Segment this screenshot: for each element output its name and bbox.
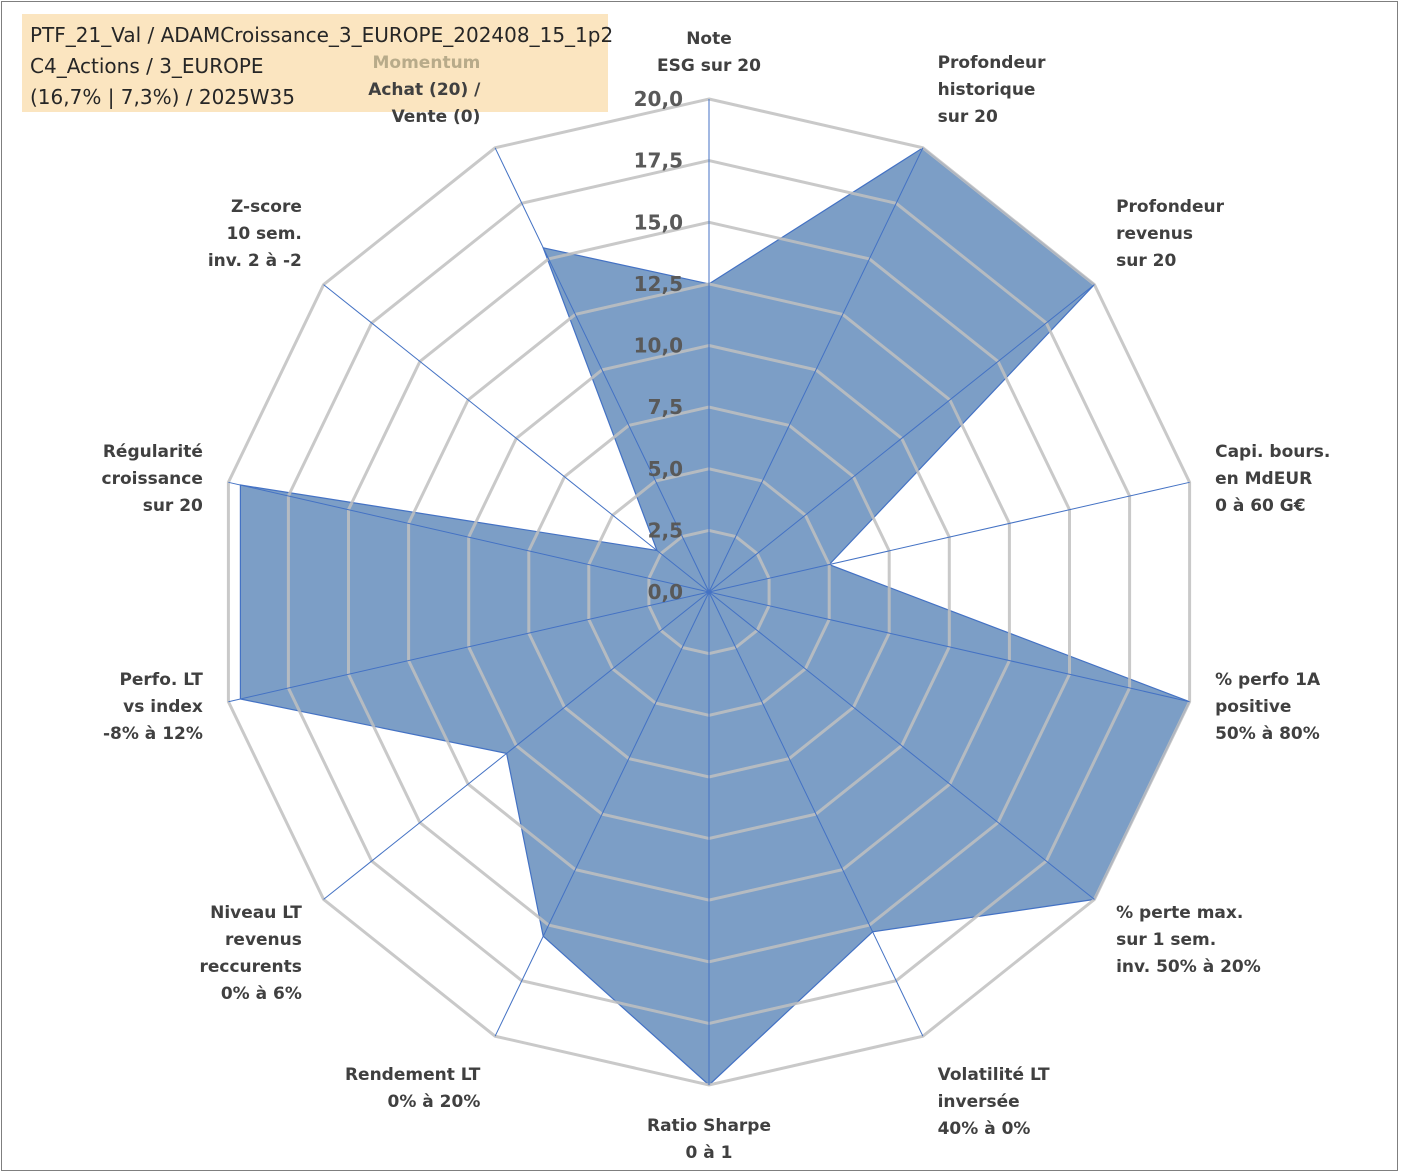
axis-label: Volatilité LT inversée 40% à 0% <box>938 1065 1050 1139</box>
axis-spoke <box>708 284 1095 593</box>
axis-label: Profondeur historique sur 20 <box>938 53 1047 127</box>
axis-spoke <box>708 591 1095 900</box>
axis-label: Niveau LT revenus reccurents 0% à 6% <box>199 903 302 1004</box>
axis-label: Capi. bours. en MdEUR 0 à 60 G€ <box>1215 442 1330 516</box>
axis-spoke <box>228 481 710 593</box>
axis-spoke <box>494 591 710 1037</box>
axis-label: Momentum Achat (20) / Vente (0) <box>368 53 481 127</box>
tick-label: 7,5 <box>648 395 683 419</box>
axis-spoke <box>323 284 710 593</box>
axis-label: Rendement LT 0% à 20% <box>345 1065 481 1112</box>
axis-label: Profondeur revenus sur 20 <box>1116 197 1225 271</box>
header-line-2: C4_Actions / 3_EUROPE <box>30 54 264 78</box>
axis-label: Ratio Sharpe 0 à 1 <box>647 1116 771 1163</box>
axis-spoke <box>228 591 710 703</box>
tick-label: 2,5 <box>648 518 683 542</box>
tick-label: 12,5 <box>634 272 683 296</box>
axis-spoke <box>708 147 924 593</box>
axis-label: Z-score 10 sem. inv. 2 à -2 <box>208 197 302 271</box>
axis-label: Perfo. LT vs index -8% à 12% <box>103 670 203 744</box>
axis-spoke <box>708 591 924 1037</box>
axis-label: % perte max. sur 1 sem. inv. 50% à 20% <box>1116 903 1261 977</box>
axis-spoke <box>494 147 710 593</box>
tick-label: 17,5 <box>634 149 683 173</box>
axis-spoke <box>323 591 710 900</box>
series-area <box>239 147 1191 1086</box>
header-line-1: PTF_21_Val / ADAMCroissance_3_EUROPE_202… <box>30 23 614 47</box>
axis-label: % perfo 1A positive 50% à 80% <box>1215 670 1321 744</box>
header-line-3: (16,7% | 7,3%) / 2025W35 <box>30 85 295 109</box>
tick-label: 15,0 <box>634 210 683 234</box>
chart-header: PTF_21_Val / ADAMCroissance_3_EUROPE_202… <box>22 14 614 112</box>
tick-label: 10,0 <box>634 334 683 358</box>
axis-label: Régularité croissance sur 20 <box>102 442 204 516</box>
tick-label: 5,0 <box>648 457 683 481</box>
tick-label: 0,0 <box>648 580 683 604</box>
axis-spoke <box>708 591 1190 703</box>
tick-label: 20,0 <box>634 87 683 111</box>
axis-label: Note ESG sur 20 <box>657 29 761 76</box>
axis-spoke <box>708 481 1190 593</box>
